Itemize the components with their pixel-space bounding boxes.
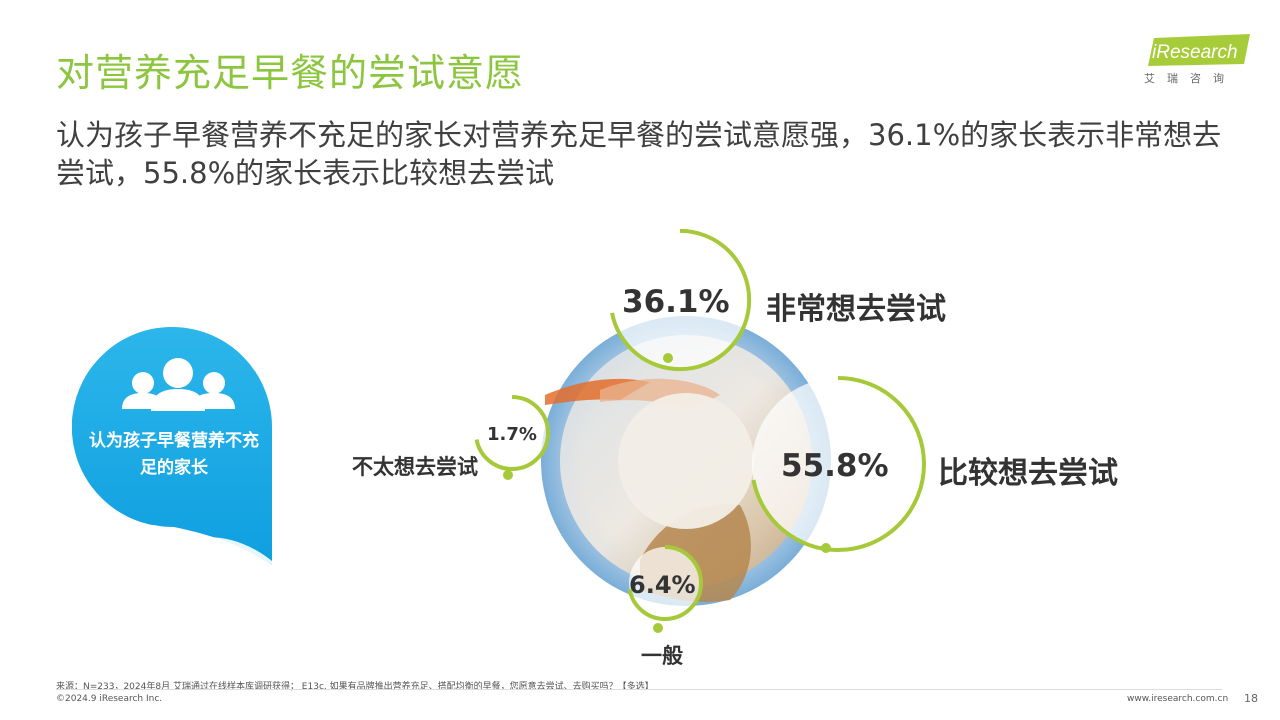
iresearch-logo: iResearch [1148,34,1250,66]
bubble-2 [627,545,703,621]
center-disc [618,393,754,529]
bubble-1 [750,376,926,552]
copyright: ©2024.9 iResearch Inc. [56,694,163,704]
bubble-dot-1 [821,543,831,553]
bubble-3 [474,395,550,471]
bubble-dot-0 [663,353,673,363]
category-label-not-much: 不太想去尝试 [352,455,478,479]
source-note: 来源：N=233，2024年8月 艾瑞通过在线样本库调研获得； E13c. 如果… [56,682,654,692]
people-icon [122,358,235,411]
bubble-0 [608,228,752,372]
bubble-dot-2 [653,623,663,633]
page-number: 18 [1244,692,1258,705]
category-label-very: 非常想去尝试 [766,292,946,327]
value-label-very: 36.1% [622,284,730,320]
category-label-rather: 比较想去尝试 [938,456,1118,491]
site-url: www.iresearch.com.cn [1127,694,1229,704]
footer-divider [56,689,1222,690]
logo-subtitle: 艾瑞咨询 [1144,72,1236,85]
page-subtitle: 认为孩子早餐营养不充足的家长对营养充足早餐的尝试意愿强，36.1%的家长表示非常… [56,118,1222,190]
bubble-dot-3 [503,470,513,480]
respondent-group-label: 认为孩子早餐营养不充足的家长 [89,431,259,478]
value-label-neutral: 6.4% [629,571,696,599]
category-label-neutral: 一般 [641,644,683,668]
value-label-not-much: 1.7% [487,424,537,445]
page-title: 对营养充足早餐的尝试意愿 [56,51,525,95]
respondent-badge [72,326,272,565]
value-label-rather: 55.8% [781,448,889,484]
logo-text: iResearch [1152,42,1238,63]
